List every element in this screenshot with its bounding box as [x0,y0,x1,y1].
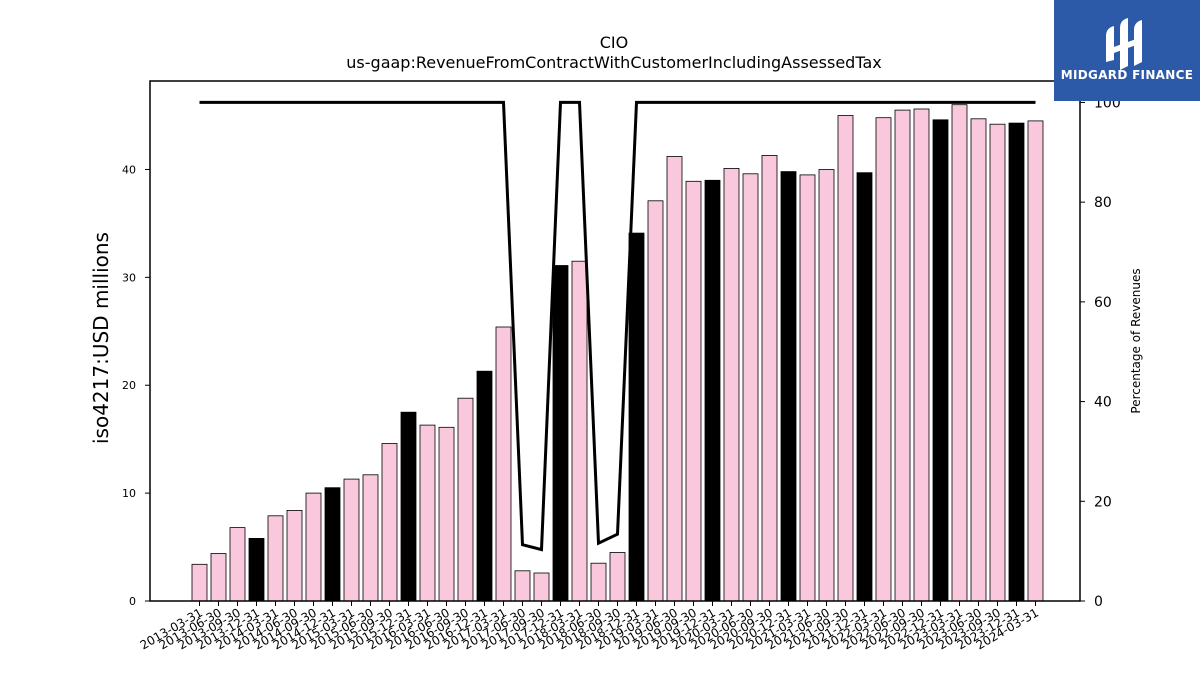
bar-2017-06-30 [514,570,531,602]
bar-2016-06-30 [438,426,455,602]
bar-2017-09-30 [533,572,550,602]
y-tick-label: 20 [122,379,136,392]
left-axis-ticks: 0 10 20 30 40 [122,163,150,608]
bar-2022-06-30 [894,109,911,602]
right-tick-label: 0 [1094,594,1103,610]
bar-2015-03-31 [343,478,360,602]
bar-2019-12-31 [704,179,721,602]
plot-frame [149,80,1081,602]
bar-2020-03-31 [723,167,740,602]
bar-2024-03-31 [1027,120,1044,602]
bar-2023-06-30 [970,118,987,602]
right-tick-label: 40 [1094,395,1112,411]
bar-2015-12-31 [400,411,417,602]
logo-brand-text: MIDGARD FINANCE [1060,68,1194,82]
bar-2018-12-31 [628,232,645,602]
y-axis-label: iso4217:USD millions [89,232,113,444]
bar-2018-03-31 [571,260,588,602]
bar-2013-09-30 [229,527,246,602]
right-tick-label: 20 [1094,494,1112,510]
bar-2021-03-31 [799,174,816,602]
bar-2016-09-30 [457,397,474,602]
chart-title: CIO [600,33,628,52]
bar-2020-09-30 [761,154,778,602]
bar-2014-09-30 [305,492,322,602]
bar-2017-12-31 [552,265,569,602]
right-tick-label: 60 [1094,295,1112,311]
bar-2016-12-31 [476,370,493,602]
bar-2018-06-30 [590,562,607,602]
y-tick-label: 10 [122,487,136,500]
bar-2014-12-31 [324,487,341,602]
midgard-finance-logo: MIDGARD FINANCE [1054,0,1200,101]
y-tick-label: 40 [122,163,136,176]
chart-subtitle: us-gaap:RevenueFromContractWithCustomerI… [346,53,881,72]
bar-2019-09-30 [685,180,702,602]
bar-2023-12-31 [1008,122,1025,602]
right-tick-label: 80 [1094,195,1112,211]
bar-2013-03-31 [191,563,208,602]
percentage-line-series [199,100,1036,552]
x-axis-ticks: 2013-03-312013-06-302013-09-302013-12-31… [138,601,1041,652]
bar-2019-06-30 [666,156,683,602]
bar-2018-09-30 [609,552,626,602]
bar-2014-03-31 [267,515,284,602]
bar-2019-03-31 [647,200,664,602]
bar-2023-03-31 [951,104,968,602]
y-tick-label: 30 [122,271,136,284]
bar-2022-12-31 [932,119,949,602]
bar-2013-06-30 [210,553,227,602]
right-axis-label: Percentage of Revenues [1129,268,1143,413]
y-tick-label: 0 [129,595,136,608]
bar-2021-12-31 [856,172,873,602]
midgard-m-logo-icon [1106,18,1142,70]
bar-2017-03-31 [495,326,512,602]
bar-2016-03-31 [419,424,436,602]
bar-2023-09-30 [989,123,1006,602]
bar-2022-09-30 [913,108,930,602]
bar-2021-09-30 [837,115,854,602]
bar-2020-06-30 [742,173,759,602]
bar-2020-12-31 [780,171,797,602]
bar-2021-06-30 [818,169,835,602]
bar-2015-06-30 [362,474,379,602]
bar-2022-03-31 [875,117,892,602]
bar-series [191,104,1044,602]
bar-2014-06-30 [286,509,303,602]
bar-2013-12-31 [248,538,265,602]
bar-2015-09-30 [381,443,398,602]
percentage-line [199,100,1036,552]
